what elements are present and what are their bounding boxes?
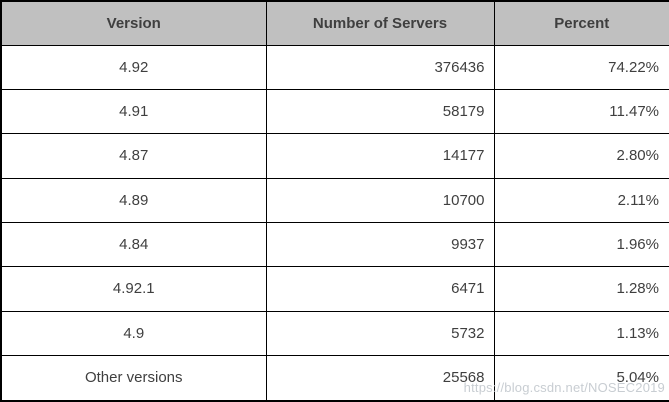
servers-cell: 9937 [265,221,495,268]
servers-cell: 10700 [265,177,495,223]
version-cell: 4.91 [0,88,267,135]
percent-cell: 1.13% [493,310,669,356]
table-row: Other versions 25568 5.04% [0,354,669,402]
percent-cell: 1.28% [493,266,669,312]
version-cell: 4.92.1 [0,266,267,312]
percent-cell: 5.04% [493,354,669,402]
servers-cell: 14177 [265,133,495,179]
percent-cell: 1.96% [493,221,669,268]
servers-cell: 6471 [265,266,495,312]
version-cell: 4.87 [0,133,267,179]
table-row: 4.91 58179 11.47% [0,88,669,135]
header-row: Version Number of Servers Percent [0,0,669,46]
version-cell: Other versions [0,354,267,402]
version-cell: 4.89 [0,177,267,223]
table-row: 4.92 376436 74.22% [0,44,669,90]
percent-cell: 11.47% [493,88,669,135]
percent-cell: 2.11% [493,177,669,223]
servers-cell: 25568 [265,354,495,402]
servers-cell: 5732 [265,310,495,356]
servers-cell: 58179 [265,88,495,135]
table-row: 4.9 5732 1.13% [0,310,669,356]
servers-cell: 376436 [265,44,495,90]
column-header-version: Version [0,0,267,46]
table-row: 4.89 10700 2.11% [0,177,669,223]
percent-cell: 2.80% [493,133,669,179]
table-row: 4.87 14177 2.80% [0,133,669,179]
column-header-percent: Percent [493,0,669,46]
table-row: 4.92.1 6471 1.28% [0,266,669,312]
version-cell: 4.92 [0,44,267,90]
table-row: 4.84 9937 1.96% [0,221,669,268]
column-header-servers: Number of Servers [265,0,495,46]
version-cell: 4.84 [0,221,267,268]
percent-cell: 74.22% [493,44,669,90]
version-cell: 4.9 [0,310,267,356]
